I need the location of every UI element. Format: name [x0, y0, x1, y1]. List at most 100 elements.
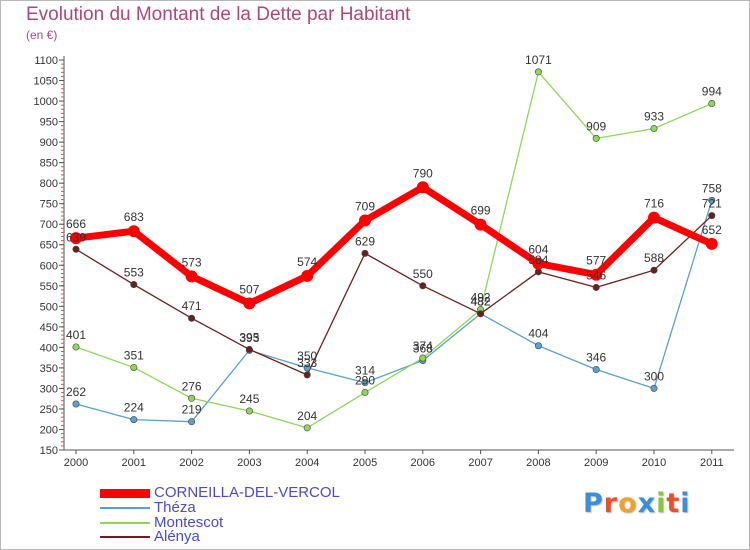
- y-tick-label: 450: [40, 322, 58, 334]
- data-label: 666: [66, 217, 86, 231]
- data-label: 699: [471, 204, 491, 218]
- brand-letter: o: [618, 488, 638, 519]
- data-point: [419, 282, 427, 290]
- data-label: 471: [182, 299, 202, 313]
- data-label: 401: [66, 328, 86, 342]
- data-point: [477, 310, 485, 318]
- y-tick-label: 500: [40, 301, 58, 313]
- data-label: 550: [413, 267, 433, 281]
- legend-item: CORNEILLA-DEL-VERCOL: [100, 484, 340, 501]
- x-tick-label: 2000: [64, 457, 88, 469]
- y-tick-label: 850: [40, 158, 58, 170]
- data-point: [650, 384, 658, 392]
- data-point: [650, 125, 658, 133]
- data-label: 790: [413, 166, 433, 180]
- legend-label: Montescot: [154, 514, 224, 531]
- data-point: [592, 366, 600, 374]
- data-point: [590, 268, 603, 281]
- x-tick-label: 2006: [411, 457, 435, 469]
- data-point: [130, 281, 138, 289]
- data-label: 709: [355, 200, 375, 214]
- data-label: 404: [528, 327, 548, 341]
- data-label: 262: [66, 385, 86, 399]
- data-label: 639: [66, 230, 86, 244]
- data-label: 395: [239, 330, 259, 344]
- data-label: 492: [471, 291, 491, 305]
- data-label: 577: [586, 254, 606, 268]
- y-tick-label: 350: [40, 363, 58, 375]
- data-point: [188, 394, 196, 402]
- y-tick-label: 600: [40, 260, 58, 272]
- brand-logo: Proxiti: [583, 488, 691, 519]
- legend-label: CORNEILLA-DEL-VERCOL: [154, 484, 340, 501]
- data-point: [245, 407, 253, 415]
- data-label: 683: [124, 210, 144, 224]
- data-label: 482: [471, 295, 491, 309]
- y-tick-label: 1000: [34, 96, 58, 108]
- legend-swatch: [100, 536, 150, 538]
- x-tick-label: 2003: [237, 457, 261, 469]
- data-point: [72, 343, 80, 351]
- data-label: 909: [586, 119, 606, 133]
- legend-item: Théza: [100, 500, 196, 515]
- data-point: [419, 354, 427, 362]
- legend-label: Alénya: [154, 528, 200, 545]
- data-point: [72, 245, 80, 253]
- data-label: 374: [413, 339, 433, 353]
- brand-letter: t: [666, 488, 681, 519]
- legend-item: Montescot: [100, 514, 224, 531]
- brand-letter: i: [656, 488, 667, 519]
- data-point: [70, 232, 82, 245]
- data-point: [474, 218, 487, 231]
- x-tick-label: 2009: [584, 457, 608, 469]
- data-point: [361, 249, 369, 257]
- data-point: [705, 237, 718, 250]
- data-point: [72, 400, 80, 408]
- data-label: 393: [239, 331, 259, 345]
- data-label: 219: [182, 403, 202, 417]
- x-tick-label: 2011: [700, 457, 724, 469]
- y-tick-label: 1100: [34, 55, 58, 67]
- brand-letter: r: [603, 488, 619, 519]
- data-label: 300: [644, 369, 664, 383]
- legend-swatch: [100, 507, 150, 509]
- data-label: 333: [297, 356, 317, 370]
- data-point: [592, 134, 600, 142]
- data-point: [303, 424, 311, 432]
- data-label: 574: [297, 255, 317, 269]
- data-label: 314: [355, 364, 375, 378]
- series-line-3: [75, 215, 713, 376]
- y-tick-label: 750: [40, 199, 58, 211]
- data-point: [648, 211, 660, 224]
- series-lines: [75, 71, 714, 429]
- y-tick-label: 900: [40, 137, 58, 149]
- data-point: [127, 225, 140, 238]
- data-point: [708, 100, 716, 108]
- data-labels: 262 224 219 393 350 314 368 482 404 346 300 758 401 3…: [66, 53, 722, 423]
- data-point: [534, 68, 542, 76]
- data-point: [188, 314, 196, 322]
- data-label: 368: [413, 342, 433, 356]
- brand-letter: x: [637, 488, 657, 519]
- data-point: [361, 379, 369, 387]
- data-label: 573: [182, 255, 202, 269]
- data-point: [534, 342, 542, 350]
- y-tick-label: 650: [40, 240, 58, 252]
- y-tick-label: 800: [40, 178, 58, 190]
- data-point: [245, 345, 253, 353]
- data-label: 604: [528, 243, 548, 257]
- data-label: 721: [702, 197, 722, 211]
- data-point: [361, 389, 369, 397]
- data-label: 204: [297, 409, 317, 423]
- data-point: [243, 297, 256, 310]
- y-tick-label: 400: [40, 342, 58, 354]
- data-label: 716: [644, 197, 664, 211]
- series-points: [70, 68, 718, 432]
- data-label: 588: [644, 251, 664, 265]
- x-tick-label: 2001: [122, 457, 146, 469]
- y-tick-label: 200: [40, 424, 58, 436]
- data-label: 994: [702, 85, 722, 99]
- data-label: 652: [702, 223, 722, 237]
- data-point: [416, 181, 429, 194]
